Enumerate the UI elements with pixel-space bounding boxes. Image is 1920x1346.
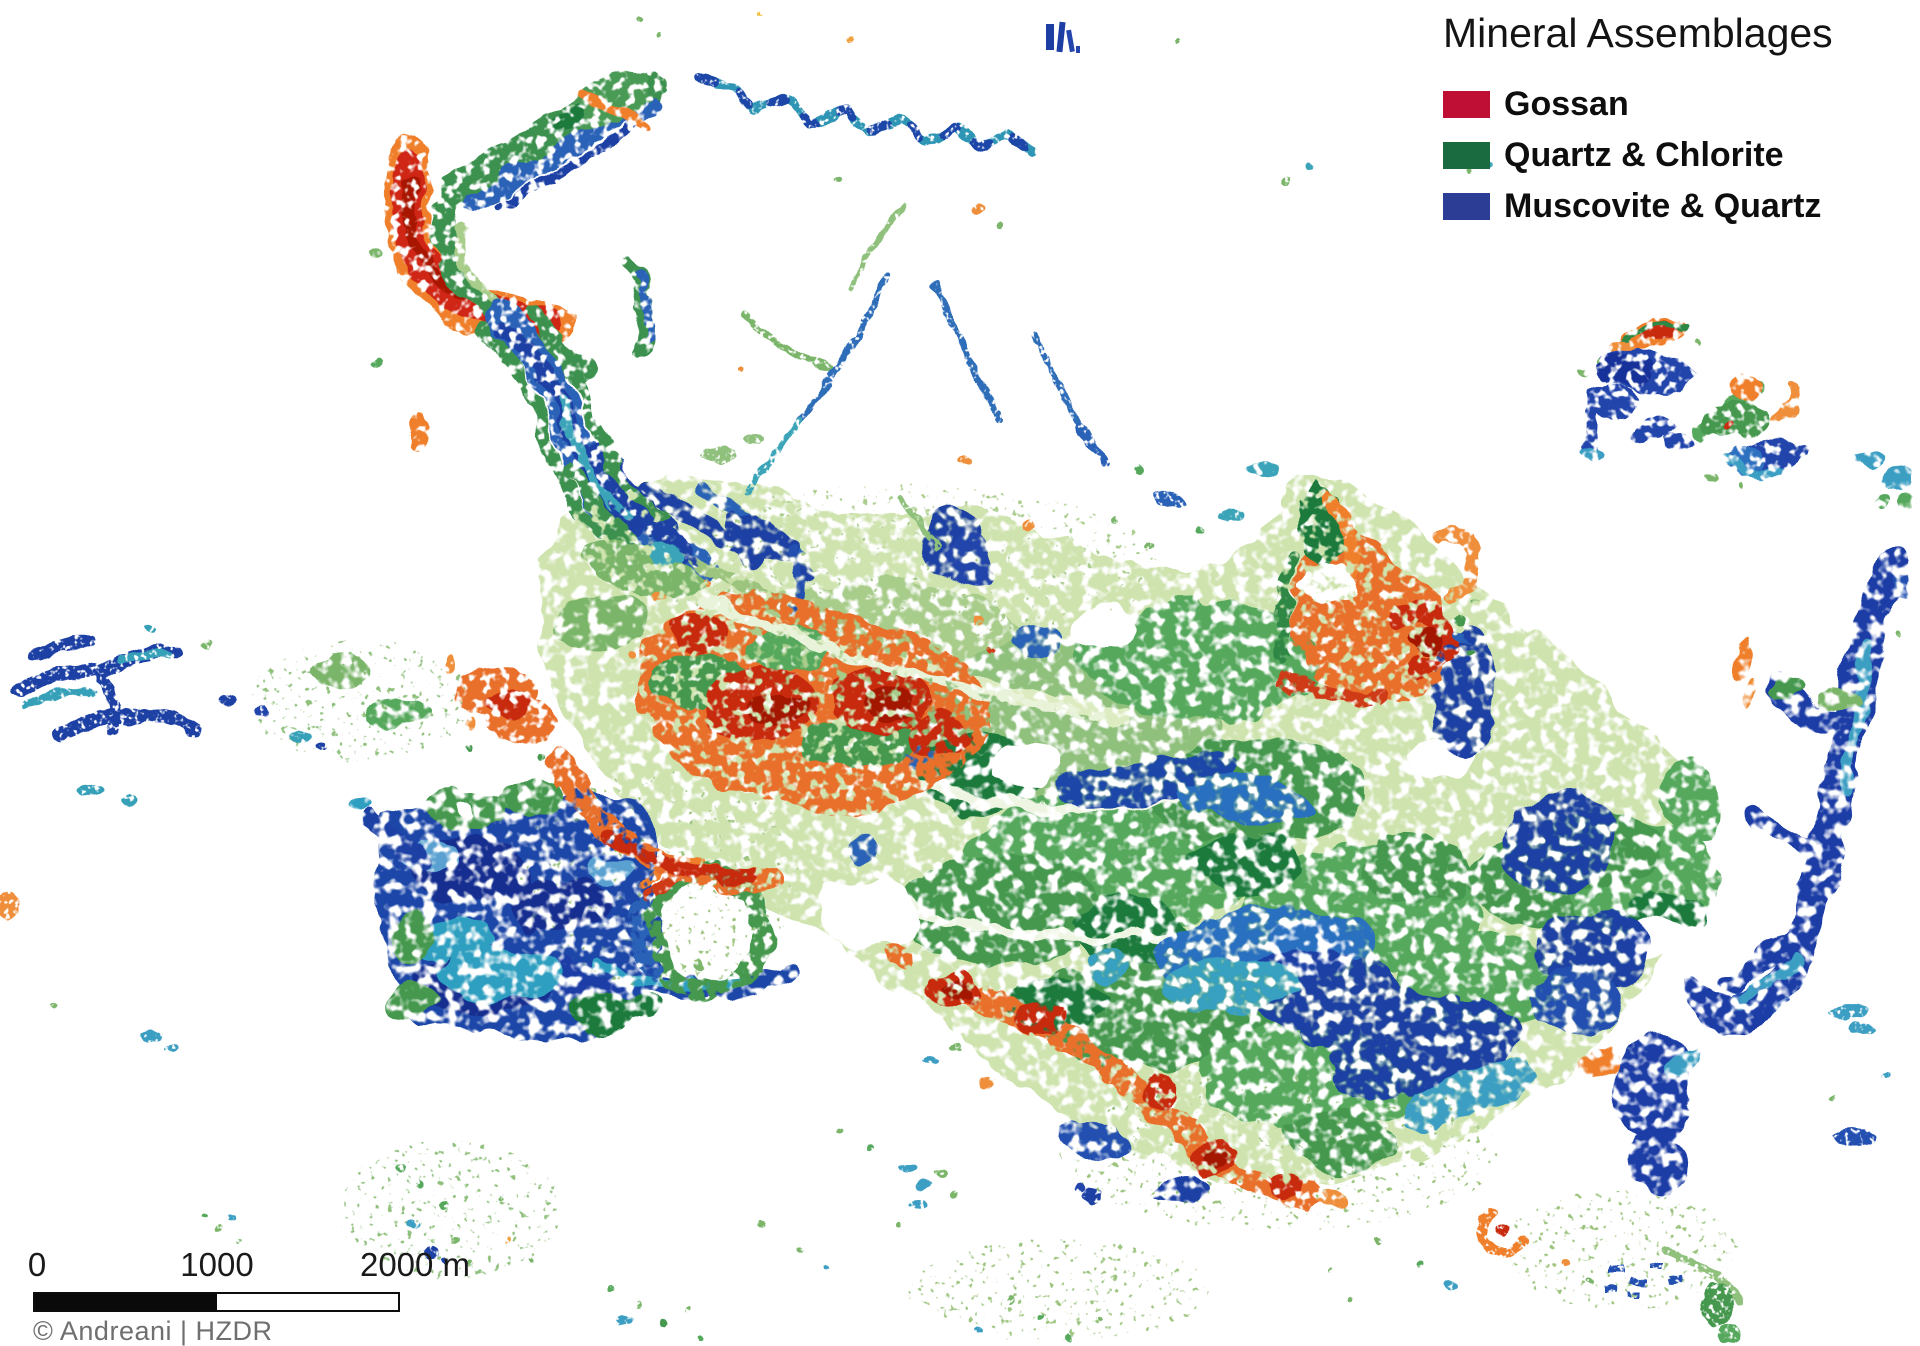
legend-label-gossan: Gossan <box>1504 85 1629 124</box>
legend-item-gossan: Gossan <box>1443 87 1833 121</box>
legend-label-muscovite-quartz: Muscovite & Quartz <box>1504 187 1822 226</box>
legend: Mineral Assemblages Gossan Quartz & Chlo… <box>1443 10 1833 240</box>
map-specks-bottom-right <box>1327 1005 1888 1345</box>
legend-swatch-gossan <box>1443 90 1490 118</box>
legend-swatch-muscovite-quartz <box>1443 192 1490 220</box>
map-region-upper-middle-wisps <box>702 202 1242 654</box>
map-region-southwest-blue-field <box>304 597 800 1042</box>
map-specks-bottom <box>0 891 1103 1342</box>
map-region-northeast-gossan-cluster <box>1246 462 1479 706</box>
legend-label-quartz-chlorite: Quartz & Chlorite <box>1504 136 1784 175</box>
legend-swatch-quartz-chlorite <box>1443 141 1490 169</box>
map-region-central-gossan-cluster <box>449 581 1105 893</box>
map-region-right-blue-band <box>1575 470 1920 1079</box>
legend-title: Mineral Assemblages <box>1443 10 1833 56</box>
legend-item-muscovite-quartz: Muscovite & Quartz <box>1443 189 1833 223</box>
map-region-left-blue-dendrites <box>13 624 328 804</box>
map-feature-top-glyph <box>1046 21 1080 53</box>
map-region-bottom-gossan-arc <box>883 942 1348 1207</box>
map-specks-top <box>637 11 1493 373</box>
map-region-central-blues <box>602 481 1789 1205</box>
map-feature-meander-stream <box>695 73 1037 157</box>
legend-item-quartz-chlorite: Quartz & Chlorite <box>1443 138 1833 172</box>
map-region-right-top-cluster <box>1576 319 1898 503</box>
